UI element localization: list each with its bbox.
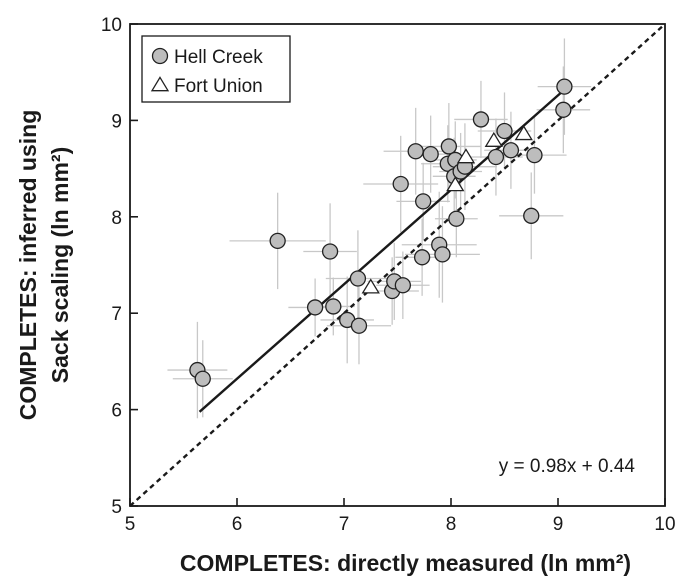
x-tick-label: 6 — [232, 514, 243, 535]
y-tick-label: 6 — [111, 401, 122, 422]
x-tick-label: 10 — [654, 514, 675, 535]
hell-creek-point — [487, 148, 505, 166]
legend-hell-creek-marker — [151, 47, 169, 65]
hell-creek-point — [526, 146, 543, 164]
hell-creek-point — [321, 243, 339, 260]
fort-union-point — [484, 131, 503, 147]
hell-creek-point — [448, 210, 465, 227]
hell-creek-point — [496, 122, 513, 140]
regression-fit-line — [198, 89, 565, 413]
plot-area-frame — [129, 23, 666, 507]
x-tick-label: 9 — [553, 514, 564, 535]
legend-fort-union-marker — [150, 76, 170, 92]
hell-creek-point — [502, 142, 520, 159]
hell-creek-point — [394, 277, 412, 294]
fort-union-point — [514, 125, 533, 141]
regression-equation: y = 0.98x + 0.44 — [499, 456, 636, 477]
y-tick-label: 10 — [101, 15, 122, 36]
fort-union-point — [361, 278, 380, 294]
hell-creek-point — [523, 207, 540, 224]
trend-lines — [129, 23, 666, 507]
hell-creek-point — [325, 298, 342, 315]
hell-creek-point — [349, 270, 367, 287]
hell-creek-point — [415, 193, 432, 210]
x-tick-label: 7 — [339, 514, 350, 535]
identity-line — [129, 23, 666, 507]
x-tick-label: 5 — [125, 514, 136, 535]
hell-creek-point — [472, 111, 490, 128]
hell-creek-point — [440, 138, 458, 155]
y-tick-label: 5 — [111, 497, 122, 518]
y-axis-label: COMPLETES: inferred using Sack scaling (… — [15, 110, 73, 421]
x-axis-label: COMPLETES: directly measured (ln mm²) — [180, 550, 631, 576]
legend-hell-creek-label: Hell Creek — [174, 47, 263, 68]
hell-creek-point — [350, 317, 368, 334]
y-axis-label-line-1: COMPLETES: inferred using — [15, 110, 41, 421]
y-axis-label-line-2: Sack scaling (ln mm²) — [47, 147, 73, 383]
hell-creek-point — [556, 78, 573, 95]
fort-union-point — [446, 176, 465, 192]
hell-creek-point — [555, 101, 572, 118]
hell-creek-point — [194, 370, 211, 387]
x-tick-label: 8 — [446, 514, 457, 535]
hell-creek-point — [413, 249, 431, 266]
legend-fort-union-label: Fort Union — [174, 76, 263, 97]
hell-creek-point — [269, 232, 286, 250]
y-tick-label: 9 — [111, 111, 122, 132]
data-points — [189, 78, 573, 387]
hell-creek-point — [434, 246, 451, 263]
hell-creek-point — [422, 145, 439, 163]
y-tick-label: 7 — [111, 304, 122, 325]
axis-ticks: 5 6 7 8 9 10 5 6 7 8 9 10 — [101, 15, 676, 535]
fort-union-point — [456, 148, 476, 164]
y-tick-label: 8 — [111, 208, 122, 229]
hell-creek-point — [392, 175, 409, 193]
hell-creek-point — [306, 299, 324, 316]
legend: Hell Creek Fort Union — [141, 35, 291, 103]
hell-creek-point — [407, 143, 424, 160]
